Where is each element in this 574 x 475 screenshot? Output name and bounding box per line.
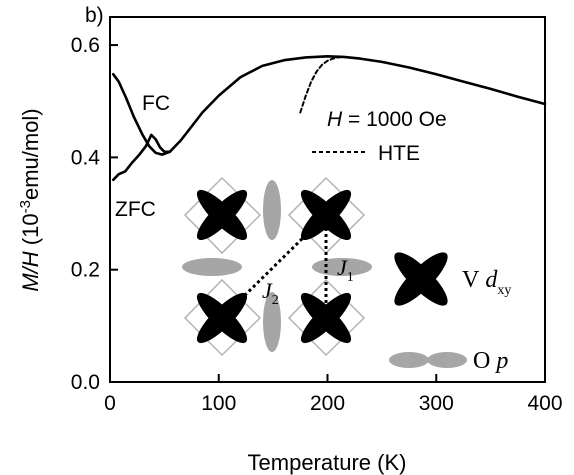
- y-tick-label: 0.2: [71, 259, 100, 282]
- legend-field-label: H = 1000 Oe: [327, 108, 447, 131]
- v-dxy-orbital: [196, 189, 248, 241]
- v-dxy-orbital: [196, 292, 248, 344]
- x-tick-label: 300: [419, 392, 454, 415]
- x-tick-labels: 0 100 200 300 400: [104, 392, 562, 415]
- x-tick-label: 100: [201, 392, 236, 415]
- plaquette: [183, 278, 262, 357]
- legend-hte-label: HTE: [378, 142, 420, 165]
- series-zfc-line: [112, 133, 172, 182]
- ticks: [109, 44, 546, 383]
- plaquette: [183, 176, 262, 255]
- o-p-legend-orbital: [389, 352, 429, 368]
- j2-label: J2: [262, 278, 279, 308]
- y-tick-labels: 0.0 0.2 0.4 0.6: [71, 34, 101, 394]
- zfc-label: ZFC: [115, 198, 156, 221]
- plaquette: [287, 278, 366, 357]
- o-p-orbital: [182, 258, 242, 276]
- x-tick-label: 0: [104, 392, 116, 415]
- x-tick-label: 200: [310, 392, 345, 415]
- v-dxy-legend-orbital: [394, 252, 448, 306]
- o-p-orbital: [263, 180, 281, 240]
- y-axis-label: M/H (10-3emu/mol): [17, 108, 43, 291]
- v-dxy-orbital: [300, 189, 352, 241]
- series-group: [112, 54, 547, 182]
- series-fc-line: [112, 54, 547, 156]
- panel-label: b): [85, 4, 104, 27]
- v-dxy-orbital: [300, 292, 352, 344]
- x-tick-label: 400: [527, 392, 562, 415]
- series-hte-line: [299, 55, 345, 114]
- legend: H = 1000 Oe HTE: [312, 108, 447, 165]
- o-p-orbital: [263, 292, 281, 352]
- x-axis-label: Temperature (K): [248, 450, 407, 475]
- o-p-legend-orbital: [427, 352, 467, 368]
- y-tick-label: 0.6: [71, 34, 100, 57]
- y-tick-label: 0.0: [71, 371, 100, 394]
- j1-label: J1: [337, 255, 354, 285]
- fc-label: FC: [142, 92, 170, 115]
- y-tick-label: 0.4: [71, 146, 101, 169]
